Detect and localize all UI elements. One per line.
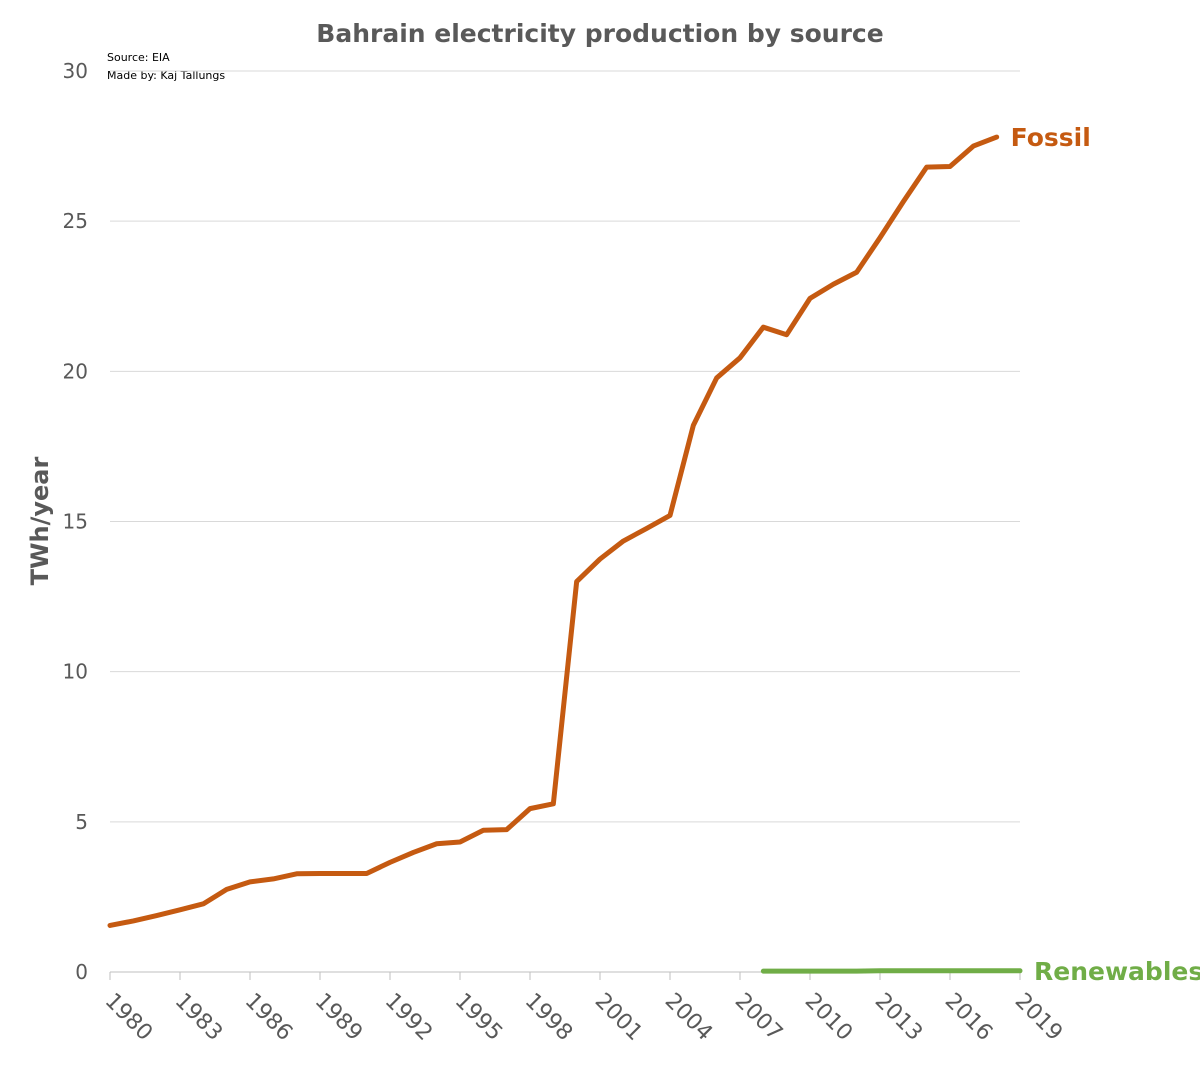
y-axis-label: TWh/year — [26, 457, 54, 586]
y-tick-label: 30 — [63, 59, 88, 83]
x-tick-label: 1986 — [240, 989, 297, 1046]
source-note: Source: EIA — [107, 51, 170, 64]
x-tick-label: 1995 — [450, 989, 507, 1046]
x-tick-label: 2001 — [590, 989, 647, 1046]
x-tick-label: 1989 — [310, 989, 367, 1046]
x-tick-label: 1998 — [520, 989, 577, 1046]
author-note: Made by: Kaj Tallungs — [107, 69, 225, 82]
x-tick-label: 2013 — [870, 989, 927, 1046]
y-tick-label: 0 — [75, 960, 88, 984]
chart-title: Bahrain electricity production by source — [316, 19, 883, 48]
series-label: Fossil — [1011, 123, 1091, 152]
series-label: Renewables — [1034, 957, 1200, 986]
x-tick-label: 2019 — [1010, 989, 1067, 1046]
y-tick-label: 25 — [63, 209, 88, 233]
x-tick-label: 2010 — [800, 989, 857, 1046]
x-tick-label: 1980 — [100, 989, 157, 1046]
y-tick-label: 15 — [63, 510, 88, 534]
x-tick-label: 1992 — [380, 989, 437, 1046]
y-tick-label: 5 — [75, 810, 88, 834]
x-tick-label: 2004 — [660, 989, 717, 1046]
x-tick-label: 2016 — [940, 989, 997, 1046]
y-tick-label: 20 — [63, 359, 88, 383]
x-tick-label: 2007 — [730, 989, 787, 1046]
series-line — [107, 134, 1000, 928]
x-tick-label: 1983 — [170, 989, 227, 1046]
y-tick-label: 10 — [63, 660, 88, 684]
